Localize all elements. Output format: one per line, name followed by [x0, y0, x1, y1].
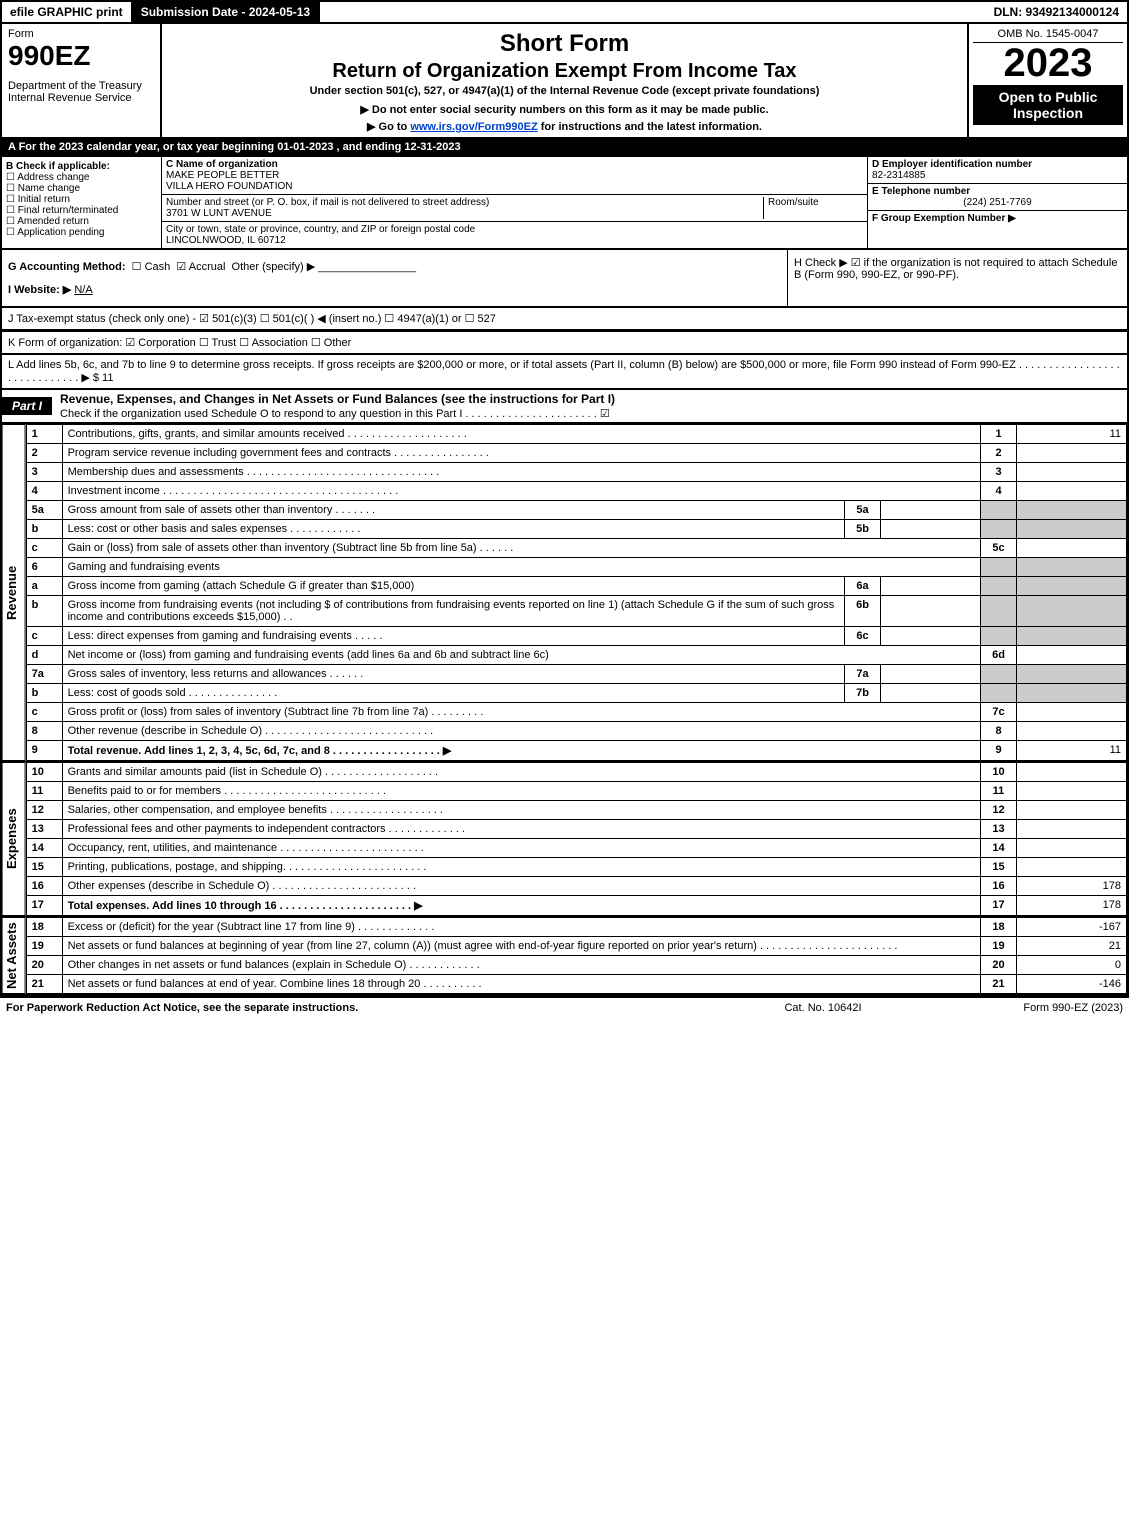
box-icon[interactable]: [6, 194, 15, 205]
chk-address: Address change: [6, 172, 157, 183]
header-right: OMB No. 1545-0047 2023 Open to Public In…: [967, 24, 1127, 137]
room-label: Room/suite: [763, 197, 863, 219]
box-icon[interactable]: [6, 205, 15, 216]
box-icon[interactable]: [6, 183, 15, 194]
netassets-table: 18Excess or (deficit) for the year (Subt…: [26, 917, 1127, 994]
e-label: E Telephone number: [872, 186, 1123, 197]
part1-title: Revenue, Expenses, and Changes in Net As…: [52, 390, 1127, 422]
revenue-label: Revenue: [2, 424, 26, 761]
footer-left: For Paperwork Reduction Act Notice, see …: [6, 1002, 723, 1014]
efile-label: efile GRAPHIC print: [2, 2, 133, 22]
row-k: K Form of organization: ☑ Corporation ☐ …: [0, 331, 1129, 355]
row-gh: G Accounting Method: Cash Accrual Other …: [0, 250, 1129, 308]
page-footer: For Paperwork Reduction Act Notice, see …: [0, 996, 1129, 1018]
form-header: Form 990EZ Department of the Treasury In…: [0, 24, 1129, 139]
org-info-row: B Check if applicable: Address change Na…: [0, 157, 1129, 250]
g-accounting: G Accounting Method: Cash Accrual Other …: [2, 250, 787, 306]
part1-header: Part I Revenue, Expenses, and Changes in…: [0, 390, 1129, 424]
col-c: C Name of organization MAKE PEOPLE BETTE…: [162, 157, 867, 248]
netassets-label: Net Assets: [2, 917, 26, 994]
org-name-1: MAKE PEOPLE BETTER: [166, 170, 863, 181]
b-label: B Check if applicable:: [6, 161, 157, 172]
header-mid: Short Form Return of Organization Exempt…: [162, 24, 967, 137]
revenue-block: Revenue 1Contributions, gifts, grants, a…: [0, 424, 1129, 761]
form-number: 990EZ: [8, 40, 154, 72]
irs-link[interactable]: www.irs.gov/Form990EZ: [410, 121, 537, 133]
f-label: F Group Exemption Number ▶: [872, 213, 1123, 224]
footer-mid: Cat. No. 10642I: [723, 1002, 923, 1014]
form-label: Form: [8, 28, 154, 40]
main-title: Return of Organization Exempt From Incom…: [172, 60, 957, 83]
street-label: Number and street (or P. O. box, if mail…: [166, 197, 763, 208]
netassets-block: Net Assets 18Excess or (deficit) for the…: [0, 916, 1129, 996]
header-left: Form 990EZ Department of the Treasury In…: [2, 24, 162, 137]
part1-tab: Part I: [2, 397, 52, 415]
expenses-label: Expenses: [2, 762, 26, 916]
chk-final: Final return/terminated: [6, 205, 157, 216]
i-label: I Website: ▶: [8, 284, 71, 296]
chk-initial: Initial return: [6, 194, 157, 205]
g-label: G Accounting Method:: [8, 261, 126, 273]
col-b: B Check if applicable: Address change Na…: [2, 157, 162, 248]
revenue-table: 1Contributions, gifts, grants, and simil…: [26, 424, 1127, 761]
expenses-block: Expenses 10Grants and similar amounts pa…: [0, 761, 1129, 916]
ein-val: 82-2314885: [872, 170, 1123, 181]
dept-label: Department of the Treasury: [8, 80, 154, 92]
dln-label: DLN: 93492134000124: [986, 2, 1127, 22]
c-name-label: C Name of organization: [166, 159, 863, 170]
sub3-post: for instructions and the latest informat…: [538, 121, 762, 133]
row-l: L Add lines 5b, 6c, and 7b to line 9 to …: [0, 355, 1129, 390]
check-icon[interactable]: [176, 261, 186, 273]
box-icon[interactable]: [6, 227, 15, 238]
footer-right: Form 990-EZ (2023): [923, 1002, 1123, 1014]
city-label: City or town, state or province, country…: [166, 224, 863, 235]
box-icon[interactable]: [6, 172, 15, 183]
tax-year: 2023: [973, 43, 1123, 83]
chk-name: Name change: [6, 183, 157, 194]
top-bar: efile GRAPHIC print Submission Date - 20…: [0, 0, 1129, 24]
col-d: D Employer identification number 82-2314…: [867, 157, 1127, 248]
h-schedule-b: H Check ▶ ☑ if the organization is not r…: [787, 250, 1127, 306]
city-val: LINCOLNWOOD, IL 60712: [166, 235, 863, 246]
sub3: ▶ Go to www.irs.gov/Form990EZ for instru…: [172, 120, 957, 133]
open-to-public: Open to Public Inspection: [973, 85, 1123, 125]
irs-label: Internal Revenue Service: [8, 92, 154, 104]
chk-pending: Application pending: [6, 227, 157, 238]
submission-date: Submission Date - 2024-05-13: [133, 2, 320, 22]
box-icon[interactable]: [6, 216, 15, 227]
chk-amended: Amended return: [6, 216, 157, 227]
section-a: A For the 2023 calendar year, or tax yea…: [0, 139, 1129, 157]
website-val: N/A: [74, 284, 92, 296]
street-val: 3701 W LUNT AVENUE: [166, 208, 763, 219]
phone-val: (224) 251-7769: [872, 197, 1123, 208]
sub3-pre: ▶ Go to: [367, 121, 410, 133]
sub1: Under section 501(c), 527, or 4947(a)(1)…: [172, 85, 957, 97]
row-j: J Tax-exempt status (check only one) - ☑…: [0, 308, 1129, 331]
short-form-title: Short Form: [172, 30, 957, 58]
d-label: D Employer identification number: [872, 159, 1123, 170]
box-icon[interactable]: [132, 261, 142, 273]
expenses-table: 10Grants and similar amounts paid (list …: [26, 762, 1127, 916]
org-name-2: VILLA HERO FOUNDATION: [166, 181, 863, 192]
sub2: ▶ Do not enter social security numbers o…: [172, 103, 957, 116]
